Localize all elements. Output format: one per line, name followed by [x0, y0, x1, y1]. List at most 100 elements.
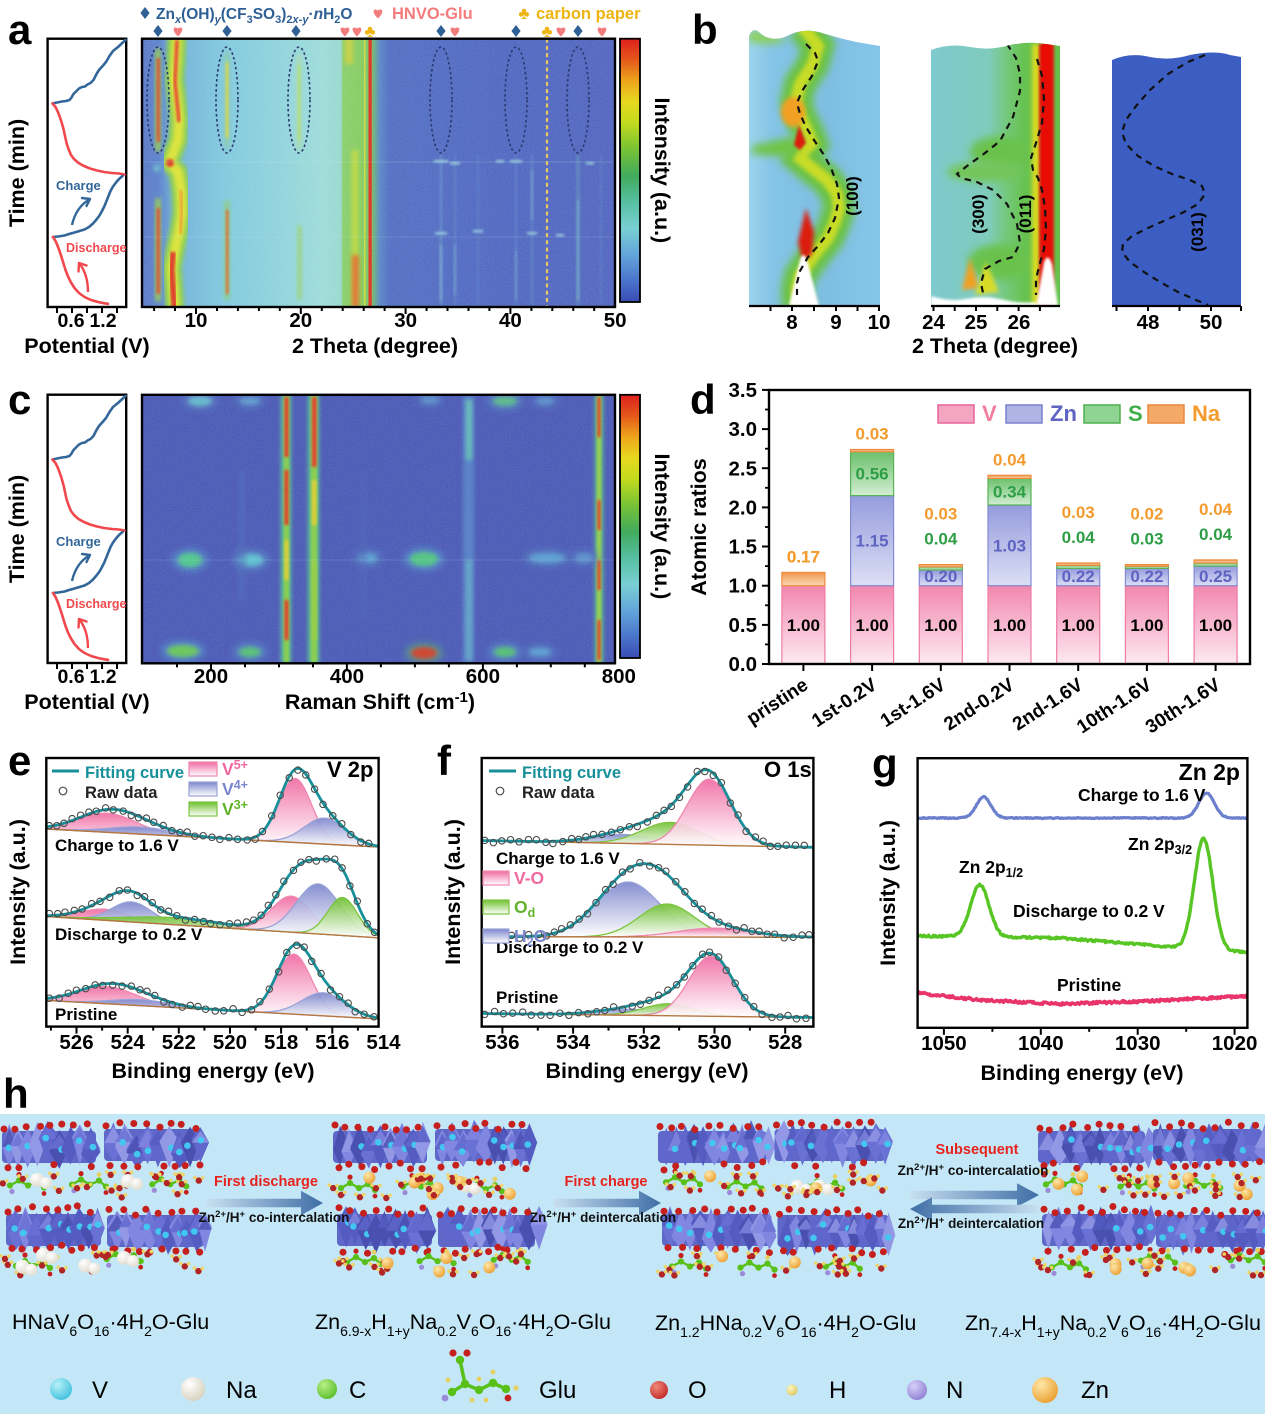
- svg-text:2 Theta (degree): 2 Theta (degree): [292, 334, 458, 358]
- svg-text:Fitting curve: Fitting curve: [522, 764, 621, 782]
- svg-text:0.20: 0.20: [924, 567, 957, 586]
- svg-text:2.5: 2.5: [729, 457, 758, 480]
- svg-text:S: S: [1128, 401, 1143, 426]
- svg-text:Subsequent: Subsequent: [936, 1142, 1019, 1158]
- svg-text:0.25: 0.25: [1199, 567, 1232, 586]
- svg-text:Zn: Zn: [1050, 401, 1077, 426]
- svg-text:Zn7.4-xH1+yNa0.2V6O16·4H2O-Glu: Zn7.4-xH1+yNa0.2V6O16·4H2O-Glu: [965, 1311, 1261, 1340]
- svg-text:Zn 2p: Zn 2p: [1179, 759, 1240, 785]
- svg-text:0.03: 0.03: [1062, 503, 1095, 522]
- svg-text:Zn2+/H+ deintercalation: Zn2+/H+ deintercalation: [898, 1215, 1044, 1231]
- svg-text:50: 50: [604, 309, 627, 332]
- svg-text:26: 26: [1008, 311, 1031, 334]
- svg-text:Binding energy (eV): Binding energy (eV): [980, 1061, 1183, 1085]
- svg-text:H: H: [829, 1377, 846, 1404]
- svg-text:532: 532: [627, 1031, 661, 1054]
- svg-text:b: b: [692, 6, 718, 53]
- svg-text:1.00: 1.00: [1199, 616, 1232, 635]
- svg-text:2.0: 2.0: [729, 496, 758, 519]
- svg-text:V 2p: V 2p: [327, 757, 373, 782]
- svg-text:Potential (V): Potential (V): [24, 690, 149, 714]
- svg-text:10: 10: [868, 311, 891, 334]
- svg-text:1.2: 1.2: [89, 310, 116, 332]
- svg-text:Na: Na: [226, 1377, 257, 1404]
- svg-text:Zn6.9-xH1+yNa0.2V6O16·4H2O-Glu: Zn6.9-xH1+yNa0.2V6O16·4H2O-Glu: [315, 1310, 611, 1339]
- svg-text:V: V: [92, 1377, 108, 1404]
- svg-text:Charge to 1.6 V: Charge to 1.6 V: [1078, 785, 1206, 805]
- svg-text:c: c: [8, 376, 31, 423]
- svg-text:1.5: 1.5: [729, 536, 758, 559]
- svg-text:V-O: V-O: [514, 868, 544, 888]
- svg-text:Atomic ratios: Atomic ratios: [687, 458, 711, 595]
- svg-text:Raw data: Raw data: [85, 784, 158, 802]
- svg-text:526: 526: [59, 1031, 93, 1054]
- svg-text:1.00: 1.00: [856, 616, 889, 635]
- svg-text:0.17: 0.17: [787, 547, 820, 566]
- svg-text:Zn2+/H+ deintercalation: Zn2+/H+ deintercalation: [530, 1209, 676, 1225]
- svg-text:Charge: Charge: [56, 178, 101, 193]
- svg-text:522: 522: [162, 1031, 196, 1054]
- svg-text:Intensity (a.u.): Intensity (a.u.): [441, 819, 465, 965]
- svg-text:g: g: [872, 740, 898, 787]
- svg-text:♣: ♣: [364, 22, 375, 41]
- svg-text:0.6: 0.6: [57, 310, 84, 332]
- svg-text:0.6: 0.6: [57, 666, 84, 688]
- svg-text:Pristine: Pristine: [1057, 975, 1121, 995]
- svg-text:0.04: 0.04: [1199, 525, 1233, 544]
- svg-text:Raman Shift (cm-1): Raman Shift (cm-1): [285, 689, 475, 714]
- svg-text:Time (min): Time (min): [5, 475, 29, 583]
- svg-text:h: h: [3, 1070, 29, 1117]
- svg-text:530: 530: [697, 1031, 731, 1054]
- svg-text:C: C: [349, 1377, 366, 1404]
- svg-text:Intensity (a.u.): Intensity (a.u.): [650, 97, 674, 243]
- svg-text:800: 800: [602, 665, 636, 688]
- svg-text:24: 24: [922, 311, 945, 334]
- svg-text:518: 518: [264, 1031, 298, 1054]
- svg-text:1.00: 1.00: [924, 616, 957, 635]
- svg-text:0.03: 0.03: [856, 424, 889, 443]
- svg-text:Pristine: Pristine: [55, 1005, 117, 1024]
- svg-text:0.04: 0.04: [924, 530, 958, 549]
- svg-text:Intensity (a.u.): Intensity (a.u.): [650, 454, 674, 600]
- svg-text:Discharge: Discharge: [66, 597, 126, 611]
- svg-text:Zn2+/H+ co-intercalation: Zn2+/H+ co-intercalation: [898, 1162, 1049, 1178]
- svg-text:2 Theta (degree): 2 Theta (degree): [912, 334, 1078, 358]
- svg-text:Raw data: Raw data: [522, 784, 595, 802]
- svg-text:528: 528: [768, 1031, 802, 1054]
- svg-text:1050: 1050: [921, 1032, 967, 1055]
- svg-text:536: 536: [485, 1031, 519, 1054]
- svg-text:Binding energy (eV): Binding energy (eV): [111, 1059, 314, 1083]
- svg-text:0.0: 0.0: [729, 653, 758, 676]
- svg-text:1.00: 1.00: [1130, 616, 1163, 635]
- svg-text:a: a: [8, 6, 32, 53]
- svg-text:First discharge: First discharge: [214, 1174, 318, 1190]
- svg-text:Discharge to 0.2 V: Discharge to 0.2 V: [1013, 901, 1165, 921]
- svg-text:Na: Na: [1192, 401, 1221, 426]
- svg-text:400: 400: [330, 665, 364, 688]
- svg-text:Charge: Charge: [56, 534, 101, 549]
- svg-text:50: 50: [1200, 311, 1223, 334]
- svg-text:0.04: 0.04: [1062, 528, 1096, 547]
- svg-text:25: 25: [965, 311, 988, 334]
- svg-text:524: 524: [111, 1031, 146, 1054]
- svg-text:d: d: [690, 376, 716, 423]
- svg-text:(031): (031): [1188, 212, 1207, 252]
- svg-text:0.03: 0.03: [1130, 530, 1163, 549]
- svg-text:Zn1.2HNa0.2V6O16·4H2O-Glu: Zn1.2HNa0.2V6O16·4H2O-Glu: [655, 1311, 916, 1340]
- svg-text:48: 48: [1137, 311, 1160, 334]
- svg-text:20: 20: [289, 309, 312, 332]
- svg-text:0.04: 0.04: [1199, 500, 1233, 519]
- svg-text:♣: ♣: [518, 4, 529, 23]
- svg-text:520: 520: [213, 1031, 247, 1054]
- svg-text:1.2: 1.2: [89, 666, 116, 688]
- svg-text:0.34: 0.34: [993, 483, 1027, 502]
- svg-text:Intensity (a.u.): Intensity (a.u.): [6, 819, 30, 965]
- svg-text:200: 200: [194, 665, 228, 688]
- svg-text:Charge to 1.6 V: Charge to 1.6 V: [496, 849, 620, 868]
- svg-text:H2O: H2O: [514, 926, 547, 949]
- svg-text:f: f: [437, 737, 452, 784]
- svg-text:Binding energy (eV): Binding energy (eV): [545, 1059, 748, 1083]
- svg-text:Glu: Glu: [539, 1377, 576, 1404]
- svg-text:516: 516: [315, 1031, 349, 1054]
- svg-text:N: N: [946, 1377, 963, 1404]
